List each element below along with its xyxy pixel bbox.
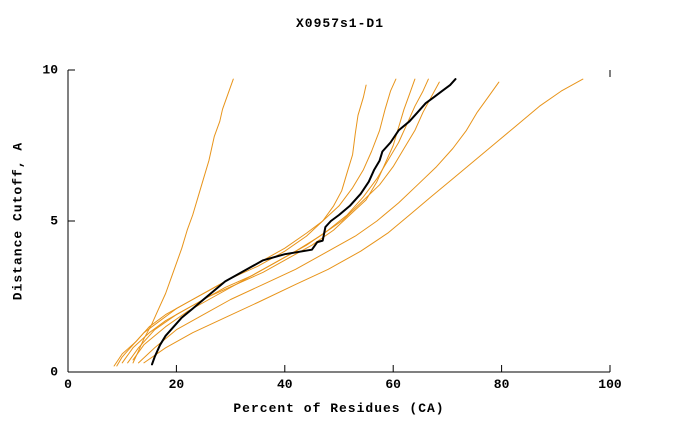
- y-axis-label: Distance Cutoff, A: [10, 141, 26, 301]
- y-tick-label: 10: [42, 62, 58, 78]
- series-line-5: [113, 78, 397, 367]
- series-line-3: [127, 78, 429, 364]
- x-tick-label: 60: [385, 377, 401, 392]
- x-tick-label: 80: [493, 377, 510, 392]
- series-line-0: [132, 78, 234, 364]
- series-line-6: [138, 81, 500, 364]
- y-tick-label: 5: [50, 213, 58, 229]
- x-tick-label: 40: [276, 377, 293, 392]
- x-tick-label: 20: [168, 377, 185, 392]
- series-line-7: [143, 78, 584, 364]
- series-line-2: [121, 78, 416, 364]
- y-tick-label: 0: [50, 364, 58, 380]
- chart-title: X0957s1-D1: [295, 16, 384, 31]
- x-axis-label: Percent of Residues (CA): [233, 401, 445, 416]
- series-line-1: [116, 84, 367, 367]
- x-tick-label: 0: [64, 377, 72, 392]
- x-tick-label: 100: [598, 377, 622, 392]
- series-line-4: [132, 81, 440, 361]
- series-line-8: [151, 78, 457, 366]
